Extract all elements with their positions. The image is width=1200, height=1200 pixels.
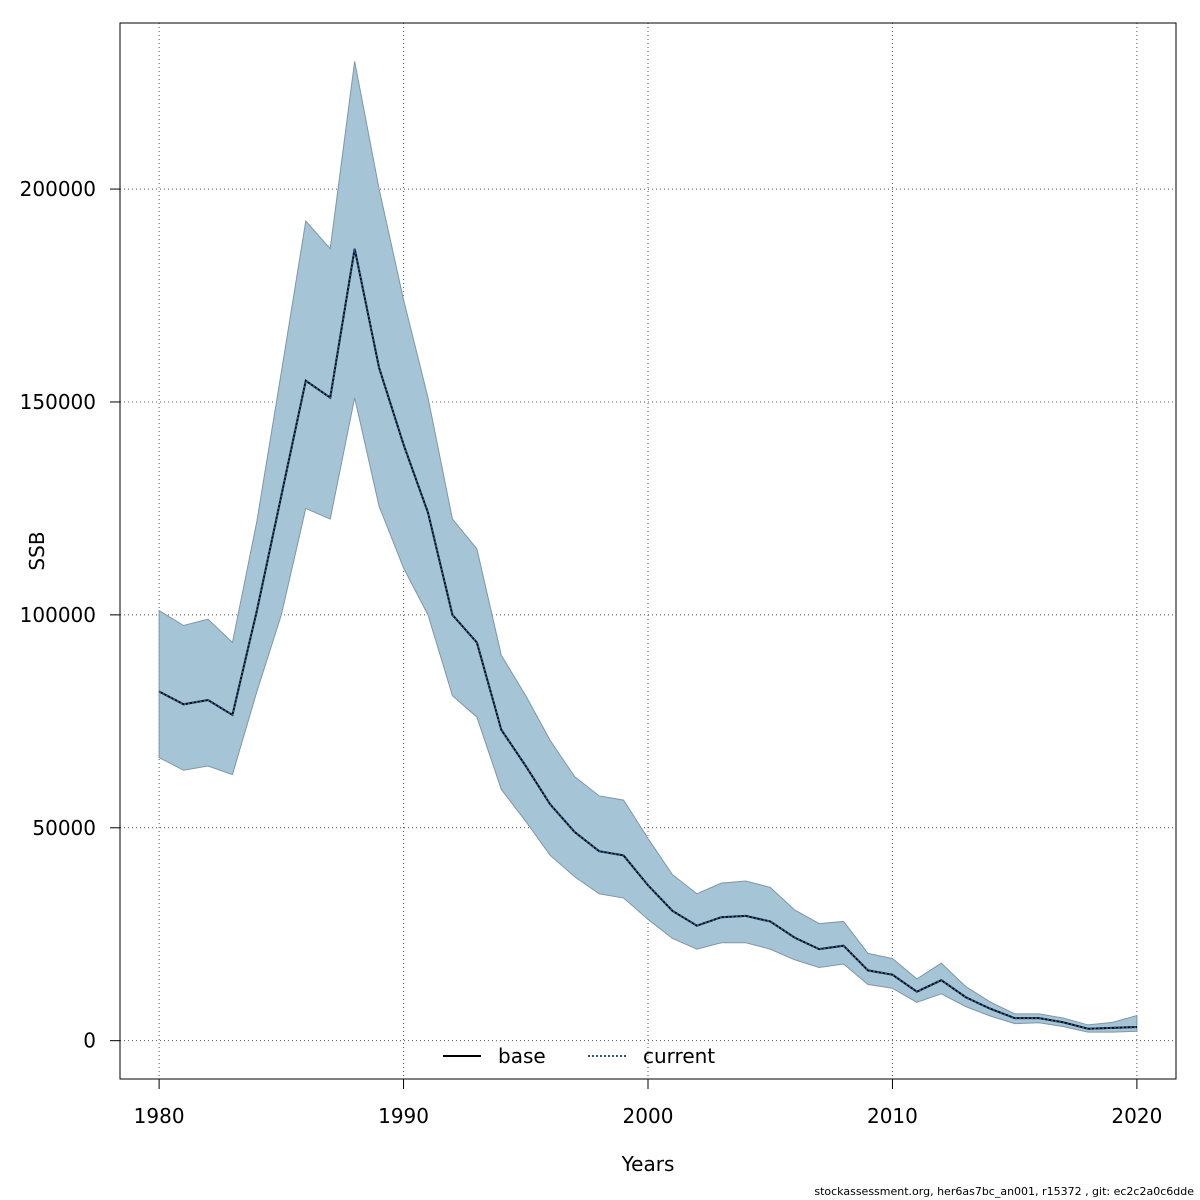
confidence-band-area xyxy=(158,61,1138,1033)
x-axis-label: Years xyxy=(621,1152,675,1176)
legend-label-current: current xyxy=(643,1044,715,1068)
y-tick-label: 100000 xyxy=(20,603,96,627)
footer-credit: stockassessment.org, her6as7bc_an001, r1… xyxy=(814,1185,1194,1198)
y-tick-label: 50000 xyxy=(32,816,96,840)
y-axis-label: SSB xyxy=(25,531,49,570)
confidence-band xyxy=(158,61,1138,1033)
series-lines xyxy=(158,248,1137,1030)
legend: base current xyxy=(443,1044,715,1068)
x-tick-label: 1990 xyxy=(378,1104,429,1128)
x-tick-label: 1980 xyxy=(134,1104,185,1128)
y-tick-label: 200000 xyxy=(20,177,96,201)
y-tick-label: 150000 xyxy=(20,390,96,414)
y-tick-label: 0 xyxy=(83,1029,96,1053)
x-tick-label: 2020 xyxy=(1111,1104,1162,1128)
y-axis: 0 50000 100000 150000 200000 xyxy=(20,177,120,1053)
x-tick-label: 2000 xyxy=(623,1104,674,1128)
series-line-base xyxy=(158,248,1137,1030)
x-axis: 1980 1990 2000 2010 2020 xyxy=(134,1079,1162,1128)
legend-label-base: base xyxy=(498,1044,546,1068)
x-tick-label: 2010 xyxy=(867,1104,918,1128)
